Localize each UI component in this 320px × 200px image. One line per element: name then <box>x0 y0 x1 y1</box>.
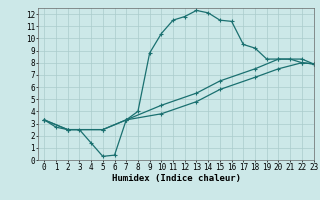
X-axis label: Humidex (Indice chaleur): Humidex (Indice chaleur) <box>111 174 241 183</box>
